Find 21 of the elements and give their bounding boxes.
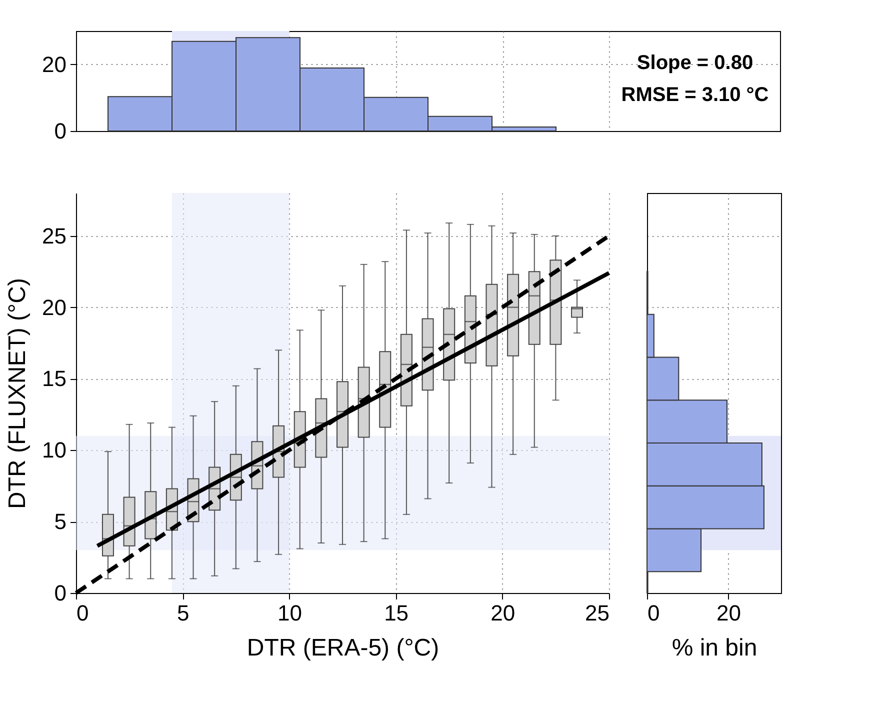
x-axis-title: DTR (ERA-5) (°C)	[246, 634, 440, 662]
y-tick-label: 0	[54, 580, 66, 606]
y-tick-label: 20	[42, 294, 66, 320]
y-axis-title: DTR (FLUXNET) (°C)	[4, 278, 32, 509]
y-tick-label: 25	[42, 223, 66, 248]
y-tick-label: 5	[54, 509, 66, 534]
y-tick-label: 20	[42, 52, 66, 77]
y-tick-label: 10	[42, 438, 66, 463]
x-tick-label: 25	[585, 600, 610, 626]
annotation: RMSE = 3.10 °C	[621, 84, 769, 106]
x-tick-label: 20	[490, 600, 516, 626]
x-tick-label: 0	[648, 600, 660, 626]
x-tick-label: 10	[277, 600, 302, 626]
y-tick-label: 0	[54, 118, 66, 144]
annotation: Slope = 0.80	[636, 52, 754, 74]
x-tick-label: 5	[176, 600, 190, 626]
x-axis-title: % in bin	[672, 634, 758, 662]
y-tick-label: 15	[42, 366, 66, 392]
x-tick-label: 15	[384, 600, 409, 626]
x-tick-label: 0	[76, 600, 89, 626]
x-tick-label: 20	[716, 600, 741, 626]
